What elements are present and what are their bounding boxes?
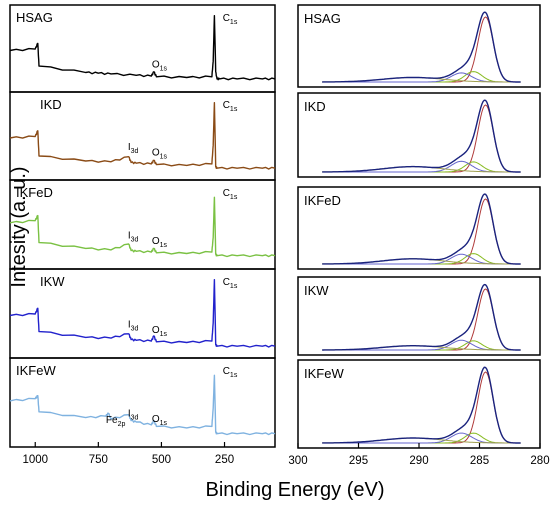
c1s-panel-ikd: IKD bbox=[297, 92, 541, 178]
peak-label-c1s: C1s bbox=[223, 13, 238, 26]
panel-label: IKW bbox=[304, 283, 329, 298]
envelope-fit bbox=[322, 99, 521, 173]
x-axis-title: Binding Energy (eV) bbox=[206, 479, 385, 501]
survey-series-ikfew bbox=[9, 374, 276, 436]
survey-series-ikw bbox=[9, 279, 276, 348]
x-tick-label: 500 bbox=[152, 454, 171, 466]
c1s-panel-hsag: HSAG bbox=[297, 4, 541, 88]
c1s-x-axis: 300 295 290 285 280 bbox=[288, 443, 550, 467]
x-tick-label: 300 bbox=[288, 455, 307, 467]
peak-label-i3d: I3d bbox=[128, 320, 139, 333]
peak-label-o1s: O1s bbox=[152, 147, 168, 160]
panel-label: IKD bbox=[304, 99, 326, 114]
peak-label-o1s: O1s bbox=[152, 414, 168, 427]
panel-label: HSAG bbox=[304, 11, 341, 26]
peak-label-c1s: C1s bbox=[223, 100, 238, 113]
x-tick-label: 750 bbox=[89, 454, 108, 466]
survey-spectra-panels: HSAG O1s C1s IKD I3d O1s C1s IKFeD I3d O1s C1s IKW I… bbox=[9, 4, 276, 448]
panel-label: IKFeD bbox=[16, 185, 53, 200]
survey-panel-ikd: IKD I3d O1s C1s bbox=[9, 91, 276, 181]
peak-label-c1s: C1s bbox=[223, 277, 238, 290]
panel-label: IKFeW bbox=[304, 366, 344, 381]
c1s-panel-ikfew: IKFeW bbox=[297, 359, 541, 449]
x-tick-label: 1000 bbox=[22, 454, 48, 466]
y-axis-title: Intesity (a. u.) bbox=[8, 166, 30, 287]
envelope-fit bbox=[322, 193, 521, 265]
panel-frame bbox=[297, 92, 541, 178]
panel-label: IKD bbox=[40, 97, 62, 112]
survey-panel-ikfed: IKFeD I3d O1s C1s bbox=[9, 179, 276, 270]
peak-label-c1s: C1s bbox=[223, 188, 238, 201]
panel-frame bbox=[9, 357, 276, 448]
x-tick-label: 250 bbox=[215, 454, 234, 466]
survey-series-ikd bbox=[9, 102, 276, 170]
panel-frame bbox=[297, 186, 541, 270]
panel-label: HSAG bbox=[16, 10, 53, 25]
panel-frame bbox=[297, 276, 541, 356]
survey-panel-hsag: HSAG O1s C1s bbox=[9, 4, 276, 93]
envelope-fit bbox=[322, 366, 521, 444]
envelope-fit bbox=[322, 283, 521, 351]
survey-x-axis: 1000 750 500 250 bbox=[22, 442, 234, 466]
panel-label: IKW bbox=[40, 274, 65, 289]
peak-label-i3d: I3d bbox=[128, 231, 139, 244]
x-tick-label: 295 bbox=[349, 455, 368, 467]
panel-label: IKFeD bbox=[304, 193, 341, 208]
envelope-fit bbox=[322, 11, 521, 83]
panel-frame bbox=[297, 4, 541, 88]
x-tick-label: 290 bbox=[409, 455, 428, 467]
x-tick-label: 280 bbox=[530, 455, 549, 467]
peak-label-fe2p: Fe2p bbox=[106, 415, 126, 428]
survey-series-ikfed bbox=[9, 196, 276, 258]
peak-label-c1s: C1s bbox=[223, 366, 238, 379]
survey-series-hsag bbox=[9, 15, 276, 81]
c1s-spectra-panels: HSAG IKD IKFeD IKW IKFeW bbox=[297, 4, 541, 449]
peak-label-o1s: O1s bbox=[152, 236, 168, 249]
c1s-panel-ikw: IKW bbox=[297, 276, 541, 356]
panel-label: IKFeW bbox=[16, 363, 56, 378]
peak-label-o1s: O1s bbox=[152, 60, 168, 73]
component-c-c-sp3 bbox=[322, 71, 521, 83]
x-tick-label: 285 bbox=[470, 455, 489, 467]
peak-label-i3d: I3d bbox=[128, 142, 139, 155]
peak-label-i3d: I3d bbox=[128, 409, 139, 422]
c1s-panel-ikfed: IKFeD bbox=[297, 186, 541, 270]
